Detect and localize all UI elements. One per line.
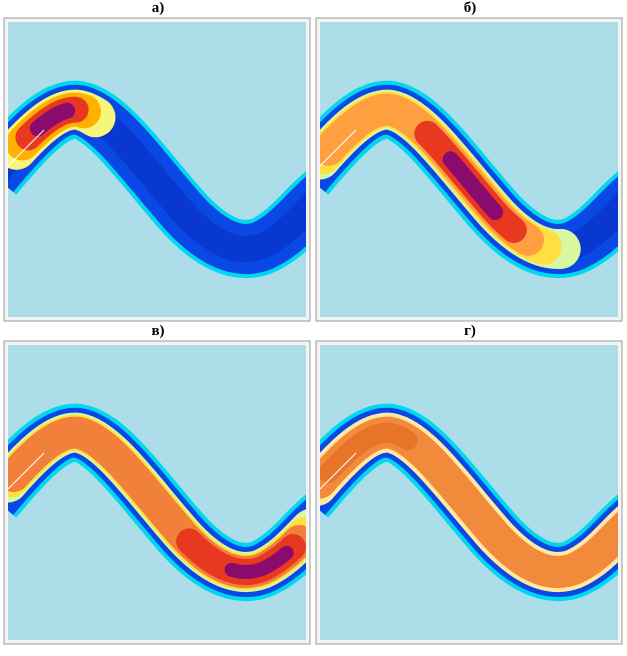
panel — [315, 17, 623, 322]
plume — [8, 425, 306, 579]
panel — [3, 17, 311, 322]
source-line — [8, 452, 45, 490]
panel-label: б) — [464, 0, 477, 16]
plume — [320, 101, 618, 257]
map — [320, 22, 618, 317]
map — [320, 345, 618, 640]
map — [8, 345, 306, 640]
panel — [315, 340, 623, 645]
panel-label: в) — [151, 323, 164, 339]
plume — [8, 101, 306, 257]
plume — [320, 422, 618, 582]
panel — [3, 340, 311, 645]
panel-label: а) — [152, 0, 165, 16]
source-line — [320, 129, 357, 167]
source-line — [8, 129, 45, 167]
source-line — [320, 452, 357, 490]
panel-label: г) — [464, 323, 476, 339]
map — [8, 22, 306, 317]
